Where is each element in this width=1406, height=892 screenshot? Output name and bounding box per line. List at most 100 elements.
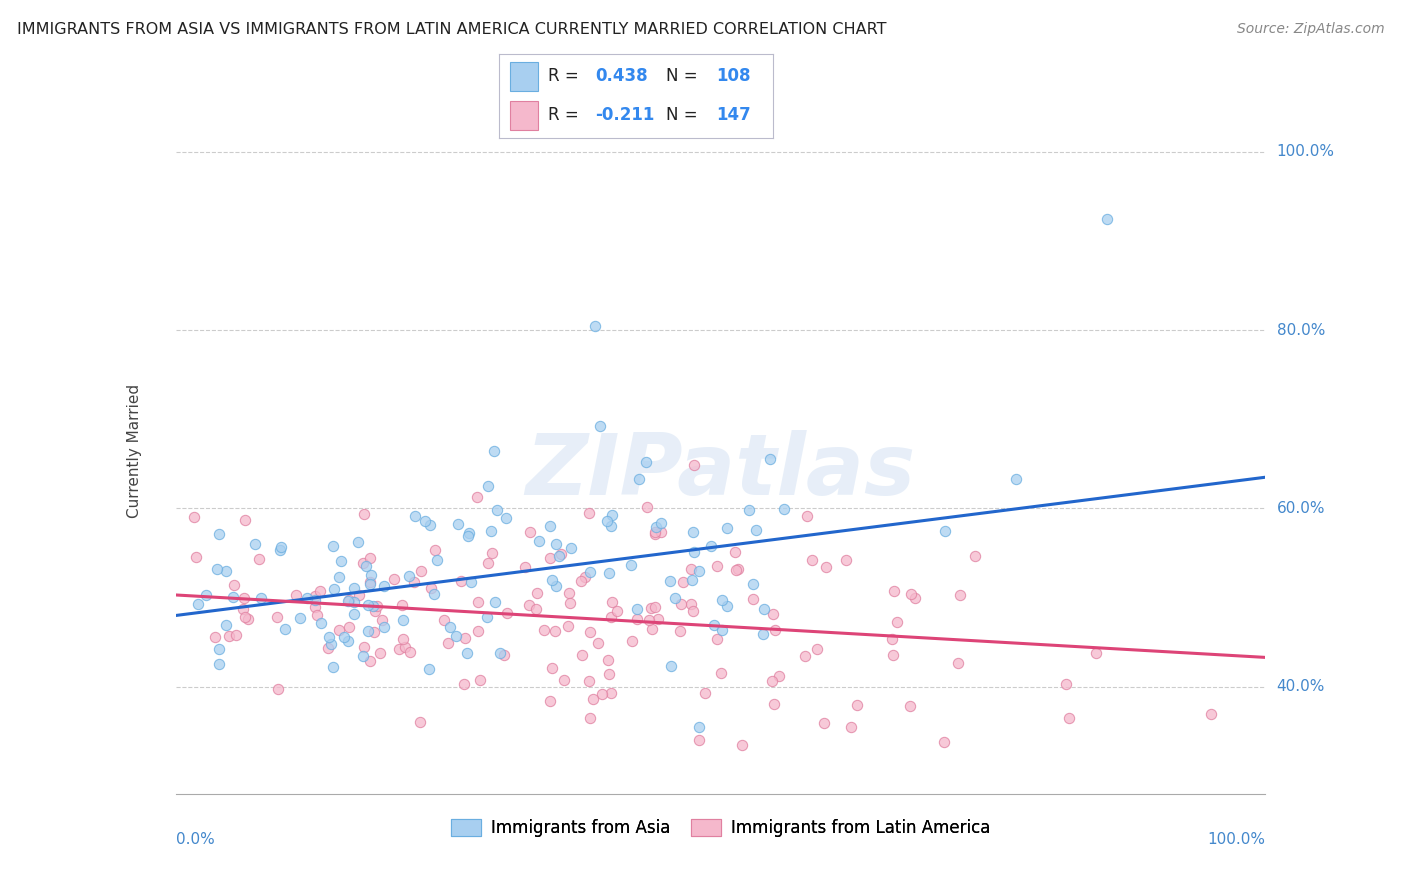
Text: ZIPatlas: ZIPatlas <box>526 430 915 513</box>
Point <box>357 599 380 613</box>
Text: 100.0%: 100.0% <box>1208 831 1265 847</box>
Point <box>215 617 238 632</box>
Point <box>688 733 710 747</box>
Point <box>578 674 600 689</box>
Point <box>742 577 765 591</box>
Point <box>644 524 666 539</box>
Point <box>806 642 828 657</box>
Point <box>343 581 366 595</box>
Point <box>413 514 436 528</box>
Point <box>882 648 904 662</box>
Point <box>835 553 858 567</box>
Point <box>688 564 710 578</box>
FancyBboxPatch shape <box>510 62 537 91</box>
Point <box>627 472 650 486</box>
Text: Currently Married: Currently Married <box>127 384 142 517</box>
Point <box>711 592 734 607</box>
Text: 0.0%: 0.0% <box>176 831 215 847</box>
Point <box>948 657 970 671</box>
Point <box>336 594 359 608</box>
Text: 60.0%: 60.0% <box>1277 501 1324 516</box>
Legend: Immigrants from Asia, Immigrants from Latin America: Immigrants from Asia, Immigrants from La… <box>444 813 997 844</box>
Point <box>309 616 332 631</box>
Point <box>388 642 411 657</box>
Point <box>207 561 229 575</box>
Point <box>373 579 395 593</box>
Point <box>495 606 517 620</box>
Point <box>359 654 381 668</box>
Point <box>354 558 377 573</box>
Point <box>243 537 266 551</box>
Point <box>727 562 749 576</box>
Point <box>598 566 620 581</box>
Point <box>270 541 292 555</box>
Point <box>578 625 600 640</box>
Point <box>644 526 666 541</box>
Point <box>477 478 499 492</box>
Point <box>883 583 905 598</box>
Point <box>600 595 623 609</box>
Point <box>650 524 672 539</box>
Point <box>591 687 613 701</box>
Point <box>447 517 470 532</box>
Point <box>305 607 328 622</box>
Point <box>557 619 579 633</box>
Point <box>482 443 505 458</box>
Point <box>681 597 703 611</box>
Point <box>682 458 704 472</box>
Point <box>215 564 238 578</box>
Point <box>541 661 564 675</box>
Point <box>304 589 326 603</box>
Point <box>571 648 593 663</box>
Point <box>492 648 515 663</box>
Point <box>763 697 786 711</box>
Point <box>360 567 382 582</box>
Point <box>328 623 350 637</box>
Point <box>208 657 231 672</box>
Text: IMMIGRANTS FROM ASIA VS IMMIGRANTS FROM LATIN AMERICA CURRENTLY MARRIED CORRELAT: IMMIGRANTS FROM ASIA VS IMMIGRANTS FROM … <box>17 22 886 37</box>
Point <box>238 612 260 626</box>
Point <box>664 591 686 605</box>
Point <box>693 686 716 700</box>
Text: -0.211: -0.211 <box>595 105 654 123</box>
Point <box>352 648 374 663</box>
Point <box>641 623 664 637</box>
Point <box>583 318 606 333</box>
Point <box>588 419 610 434</box>
Point <box>703 617 725 632</box>
Point <box>900 587 922 601</box>
Point <box>710 623 733 637</box>
Point <box>710 665 733 680</box>
Point <box>484 594 506 608</box>
FancyBboxPatch shape <box>510 101 537 130</box>
Point <box>574 569 596 583</box>
Point <box>233 591 256 606</box>
Point <box>606 604 628 618</box>
Point <box>444 628 467 642</box>
Point <box>596 515 619 529</box>
Point <box>343 595 366 609</box>
Point <box>681 573 703 587</box>
Point <box>398 569 420 583</box>
Point <box>333 630 356 644</box>
Point <box>578 506 600 520</box>
Point <box>1085 646 1108 660</box>
Text: 147: 147 <box>716 105 751 123</box>
Point <box>898 699 921 714</box>
Point <box>346 534 368 549</box>
Point <box>773 502 796 516</box>
Point <box>579 711 602 725</box>
Point <box>342 607 364 622</box>
Point <box>659 659 682 673</box>
Text: 108: 108 <box>716 67 751 85</box>
Point <box>841 720 863 734</box>
Point <box>269 543 291 558</box>
Text: Source: ZipAtlas.com: Source: ZipAtlas.com <box>1237 22 1385 37</box>
Point <box>699 539 721 553</box>
Point <box>337 620 360 634</box>
Point <box>433 613 456 627</box>
Point <box>419 518 441 533</box>
Point <box>425 552 447 566</box>
Point <box>218 629 240 643</box>
Point <box>557 585 579 599</box>
